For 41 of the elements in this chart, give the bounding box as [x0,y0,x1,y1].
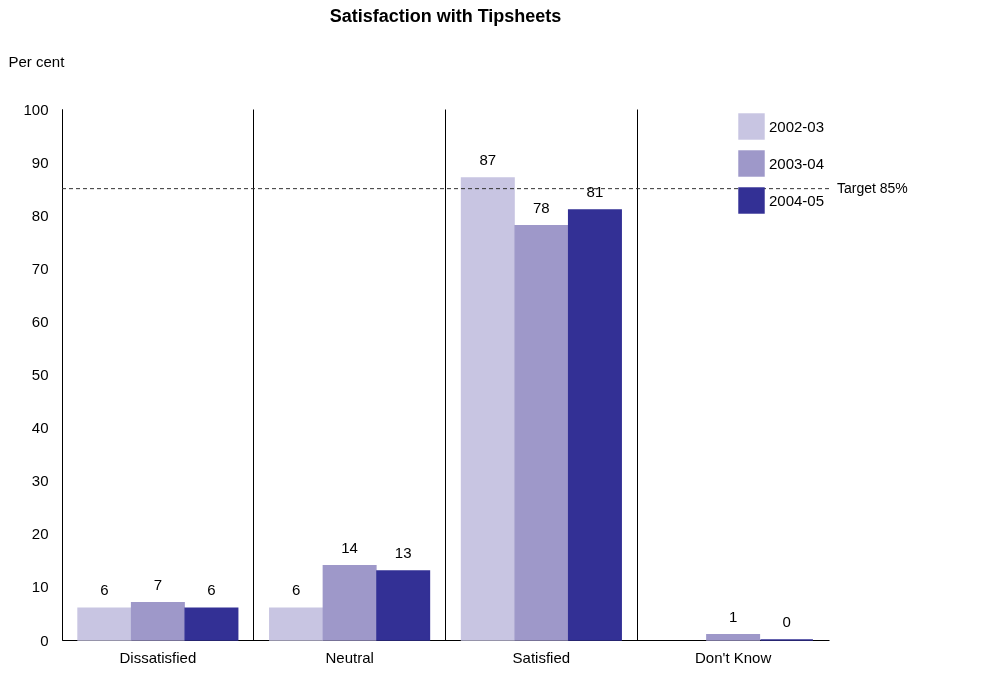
x-tick-label: Don't Know [695,648,772,666]
bar [184,607,239,641]
ref-line-label: Target 85% [837,179,908,196]
bar [77,607,132,641]
data-label: 87 [479,151,497,169]
y-tick-label: 0 [40,631,49,649]
y-tick-label: 40 [31,419,49,437]
y-tick-label: 20 [31,525,49,543]
y-tick-label: 70 [31,259,49,277]
bar [376,570,431,641]
x-tick-label: Satisfied [512,648,571,666]
y-tick-label: 100 [23,100,49,118]
legend-label: 2003-04 [769,154,825,172]
legend-label: 2004-05 [769,191,825,209]
x-tick-label: Neutral [325,648,374,666]
y-tick-label: 90 [31,153,49,171]
y-tick-label: 10 [31,578,49,596]
y-tick-label: 30 [31,472,49,490]
data-label: 14 [341,538,358,556]
chart-title: Satisfaction with Tipsheets [329,6,562,26]
bar [130,602,185,641]
data-label: 6 [100,581,109,599]
data-label: 1 [728,607,738,625]
bar [514,225,569,641]
bar [269,607,324,641]
data-label: 78 [533,198,550,216]
data-label: 6 [291,581,301,599]
y-axis-title: Per cent [8,52,66,70]
bar [460,177,515,641]
data-label: 7 [153,575,163,593]
legend-label: 2002-03 [769,117,825,135]
data-label: 0 [782,613,791,630]
y-tick-label: 50 [31,366,49,383]
bar [706,633,761,641]
data-label: 6 [207,581,216,599]
x-tick-label: Dissatisfied [119,648,197,666]
bar [322,564,377,641]
y-tick-label: 80 [31,206,49,224]
data-label: 13 [394,543,412,561]
y-tick-label: 60 [31,312,49,330]
bar [567,209,622,641]
